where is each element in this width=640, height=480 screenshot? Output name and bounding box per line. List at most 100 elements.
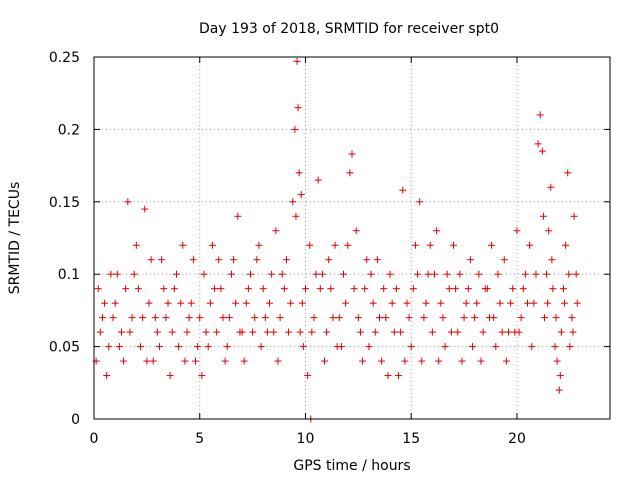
data-point bbox=[367, 270, 375, 278]
data-point bbox=[263, 328, 271, 336]
data-point bbox=[504, 328, 512, 336]
data-point bbox=[234, 212, 242, 220]
data-point bbox=[447, 328, 455, 336]
data-point bbox=[477, 357, 485, 365]
data-point bbox=[553, 357, 561, 365]
data-point bbox=[244, 285, 252, 293]
data-point bbox=[547, 183, 555, 191]
data-point bbox=[282, 256, 290, 264]
data-point bbox=[211, 285, 219, 293]
data-point bbox=[166, 372, 174, 380]
data-point bbox=[471, 314, 479, 322]
data-point bbox=[304, 372, 312, 380]
data-point bbox=[329, 314, 337, 322]
data-point bbox=[378, 357, 386, 365]
data-point bbox=[147, 256, 155, 264]
data-point bbox=[346, 169, 354, 177]
data-point bbox=[217, 285, 225, 293]
data-point bbox=[294, 104, 302, 112]
data-point bbox=[268, 270, 276, 278]
data-point bbox=[107, 270, 115, 278]
data-point bbox=[132, 241, 140, 249]
data-point bbox=[94, 285, 102, 293]
data-point bbox=[519, 285, 527, 293]
data-point bbox=[181, 357, 189, 365]
data-point bbox=[452, 285, 460, 293]
y-tick-label: 0.05 bbox=[49, 340, 80, 356]
data-point bbox=[151, 314, 159, 322]
data-point bbox=[298, 299, 306, 307]
data-point bbox=[297, 191, 305, 199]
data-point bbox=[342, 299, 350, 307]
data-point bbox=[280, 285, 288, 293]
x-tick-label: 0 bbox=[90, 431, 99, 447]
data-point bbox=[502, 357, 510, 365]
data-point bbox=[312, 270, 320, 278]
data-point bbox=[246, 270, 254, 278]
data-point bbox=[98, 314, 106, 322]
data-point bbox=[145, 299, 153, 307]
data-point bbox=[399, 186, 407, 194]
data-point bbox=[435, 357, 443, 365]
y-axis-label: SRMTID / TECUs bbox=[7, 182, 23, 295]
data-point bbox=[223, 343, 231, 351]
data-point bbox=[458, 357, 466, 365]
data-point bbox=[572, 270, 580, 278]
data-point bbox=[386, 270, 394, 278]
data-point bbox=[323, 328, 331, 336]
data-point bbox=[441, 343, 449, 351]
data-point bbox=[401, 357, 409, 365]
data-point bbox=[348, 150, 356, 158]
data-point bbox=[289, 198, 297, 206]
data-point bbox=[251, 314, 259, 322]
data-point bbox=[388, 299, 396, 307]
data-point bbox=[490, 314, 498, 322]
data-point bbox=[500, 256, 508, 264]
data-point bbox=[230, 256, 238, 264]
x-tick-label: 15 bbox=[402, 431, 420, 447]
data-point bbox=[183, 328, 191, 336]
data-point bbox=[414, 270, 422, 278]
data-point bbox=[528, 343, 536, 351]
data-point bbox=[548, 256, 556, 264]
axis-ticks: 0 5 10 15 20 0 0.05 0.1 0.15 0.2 0.25 bbox=[49, 50, 610, 447]
data-point bbox=[227, 270, 235, 278]
data-point bbox=[266, 299, 274, 307]
data-point bbox=[521, 270, 529, 278]
data-point bbox=[411, 241, 419, 249]
data-point bbox=[185, 314, 193, 322]
data-point bbox=[143, 357, 151, 365]
data-point bbox=[507, 299, 515, 307]
data-point bbox=[352, 227, 360, 235]
data-point bbox=[153, 328, 161, 336]
data-point bbox=[534, 140, 542, 148]
data-point bbox=[544, 299, 552, 307]
data-point bbox=[287, 299, 295, 307]
data-point bbox=[292, 212, 300, 220]
data-point bbox=[274, 357, 282, 365]
data-point bbox=[240, 357, 248, 365]
data-point bbox=[545, 227, 553, 235]
data-points bbox=[92, 57, 581, 423]
data-point bbox=[249, 328, 257, 336]
data-point bbox=[384, 372, 392, 380]
data-point bbox=[536, 111, 544, 119]
plot-frame bbox=[93, 56, 611, 420]
data-point bbox=[371, 328, 379, 336]
data-point bbox=[200, 270, 208, 278]
data-point bbox=[450, 241, 458, 249]
chart-title: Day 193 of 2018, SRMTID for receiver spt… bbox=[199, 21, 499, 37]
data-point bbox=[454, 328, 462, 336]
data-point bbox=[257, 343, 265, 351]
data-point bbox=[540, 314, 548, 322]
data-point bbox=[380, 285, 388, 293]
data-point bbox=[557, 328, 565, 336]
data-point bbox=[122, 285, 130, 293]
data-point bbox=[543, 270, 551, 278]
data-point bbox=[162, 314, 170, 322]
data-point bbox=[428, 328, 436, 336]
data-point bbox=[418, 357, 426, 365]
data-point bbox=[405, 314, 413, 322]
data-point bbox=[422, 299, 430, 307]
